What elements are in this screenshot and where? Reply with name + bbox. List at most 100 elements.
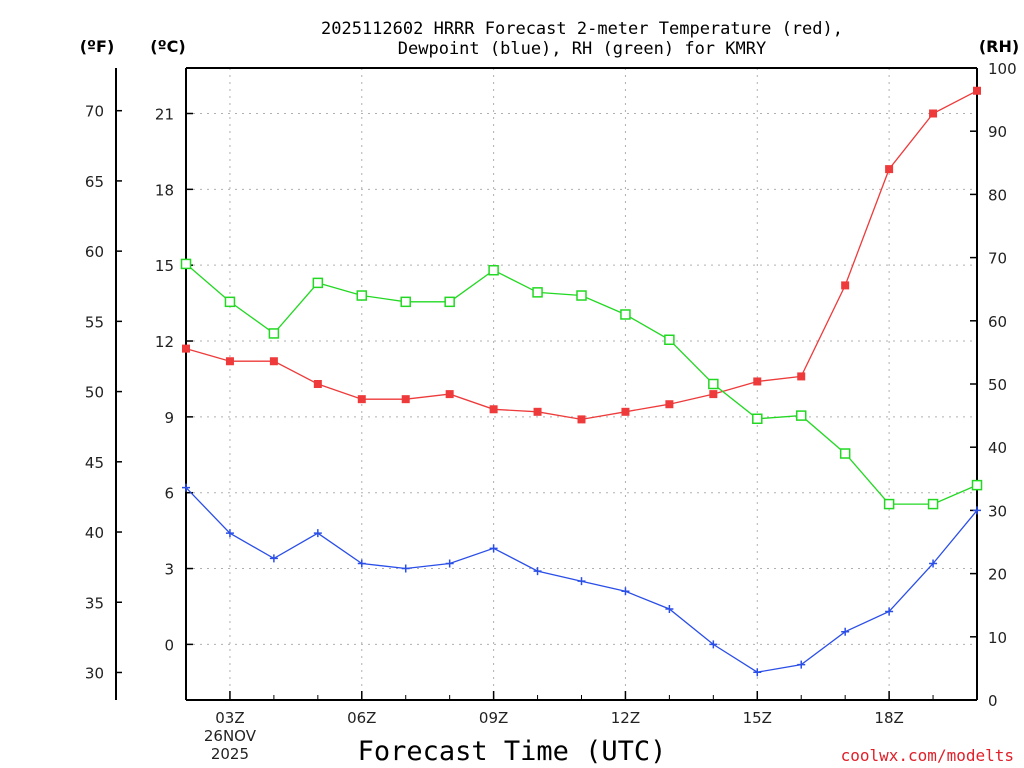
celsius-tick-label: 3 [164, 561, 174, 579]
fahrenheit-tick-label: 70 [85, 103, 104, 121]
dewpoint-point [621, 587, 630, 596]
x-tick-label: 03Z [215, 709, 244, 727]
fahrenheit-tick-label: 40 [85, 524, 104, 542]
2-meter-temperature-point [929, 109, 938, 118]
rh-point [971, 479, 983, 491]
fahrenheit-tick-label: 60 [85, 243, 104, 261]
chart-title-line1: 2025112602 HRRR Forecast 2-meter Tempera… [321, 19, 843, 39]
celsius-tick-label: 12 [155, 333, 174, 351]
fahrenheit-tick-label: 65 [85, 173, 104, 191]
celsius-tick-label: 0 [164, 636, 174, 654]
2-meter-temperature-point [533, 407, 542, 416]
2-meter-temperature-point [973, 86, 981, 95]
x-tick-label: 18Z [874, 709, 903, 727]
rh-point [708, 378, 719, 390]
rh-point [883, 498, 895, 510]
dewpoint-point [313, 529, 322, 538]
rh-tick-label: 50 [988, 376, 1007, 394]
2-meter-temperature-point [401, 395, 410, 404]
2-meter-temperature-point [182, 344, 190, 353]
rh-tick-label: 60 [988, 313, 1007, 331]
dewpoint-point [533, 567, 542, 576]
rh-tick-label: 20 [988, 566, 1007, 584]
2-meter-temperature-point [445, 390, 454, 399]
fahrenheit-tick-label: 55 [85, 313, 104, 331]
2-meter-temperature-point [577, 415, 586, 424]
celsius-unit-label: (ºC) [150, 37, 185, 56]
rh-point [839, 448, 851, 459]
rh-point [224, 296, 236, 308]
rh-point [664, 334, 675, 346]
x-tick-label: 09Z [479, 709, 508, 727]
dewpoint-point [225, 529, 234, 538]
dewpoint-point [577, 577, 586, 586]
celsius-tick-label: 6 [164, 485, 174, 503]
2-meter-temperature-point [621, 407, 630, 416]
celsius-tick-label: 9 [164, 409, 174, 427]
dewpoint-point [182, 483, 190, 492]
dewpoint-point [973, 506, 981, 515]
rh-point [444, 296, 455, 308]
rh-tick-label: 100 [988, 60, 1017, 78]
2-meter-temperature-point [709, 390, 718, 399]
dewpoint-point [357, 559, 366, 568]
rh-tick-label: 70 [988, 250, 1007, 268]
celsius-tick-label: 21 [155, 106, 174, 124]
rh-tick-label: 90 [988, 123, 1007, 141]
2-meter-temperature-point [753, 377, 762, 386]
rh-tick-label: 0 [988, 692, 998, 710]
dewpoint-point [665, 604, 674, 613]
rh-point [576, 290, 587, 301]
2-meter-temperature-point [841, 281, 850, 290]
2-meter-temperature-point [489, 405, 498, 414]
fahrenheit-tick-label: 45 [85, 454, 104, 472]
rh-point [356, 290, 368, 301]
x-tick-label: 12Z [611, 709, 640, 727]
rh-tick-label: 40 [988, 439, 1007, 457]
dewpoint-point [709, 640, 718, 649]
x-date-label: 26NOV [204, 727, 257, 745]
rh-tick-label: 80 [988, 186, 1007, 204]
2-meter-temperature-line [185, 90, 978, 421]
2-meter-temperature-point [665, 400, 674, 409]
fahrenheit-tick-label: 35 [85, 594, 104, 612]
x-tick-label: 06Z [347, 709, 376, 727]
fahrenheit-tick-label: 50 [85, 384, 104, 402]
dewpoint-point [269, 554, 278, 563]
dewpoint-point [401, 564, 410, 573]
rh-tick-label: 10 [988, 629, 1007, 647]
x-year-label: 2025 [211, 745, 249, 763]
celsius-tick-label: 18 [155, 181, 174, 199]
dewpoint-point [797, 660, 806, 669]
dewpoint-point [489, 544, 498, 553]
2-meter-temperature-point [357, 395, 366, 404]
rh-point [268, 328, 280, 339]
celsius-tick-label: 15 [155, 257, 174, 275]
rh-point [400, 296, 411, 308]
rh-point [752, 413, 763, 425]
rh-point [312, 277, 324, 289]
x-axis-label: Forecast Time (UTC) [358, 736, 667, 767]
rh-point [532, 287, 543, 298]
2-meter-temperature-point [225, 357, 234, 366]
2-meter-temperature-point [313, 380, 322, 388]
fahrenheit-unit-label: (ºF) [80, 37, 115, 56]
fahrenheit-tick-label: 30 [85, 664, 104, 682]
dewpoint-point [445, 559, 454, 568]
rh-point [620, 309, 631, 320]
chart-title-line2: Dewpoint (blue), RH (green) for KMRY [398, 39, 766, 59]
dewpoint-point [929, 559, 938, 568]
rh-unit-label: (RH) [979, 37, 1019, 56]
grid [186, 68, 977, 700]
dewpoint-point [841, 627, 850, 636]
data-series [180, 86, 983, 677]
2-meter-temperature-point [269, 357, 278, 366]
dewpoint-point [753, 668, 762, 677]
2-meter-temperature-point [797, 372, 806, 381]
dewpoint-point [885, 607, 894, 616]
x-tick-label: 15Z [743, 709, 772, 727]
rh-tick-label: 30 [988, 502, 1007, 520]
rh-point [180, 258, 192, 270]
rh-point [795, 410, 807, 421]
